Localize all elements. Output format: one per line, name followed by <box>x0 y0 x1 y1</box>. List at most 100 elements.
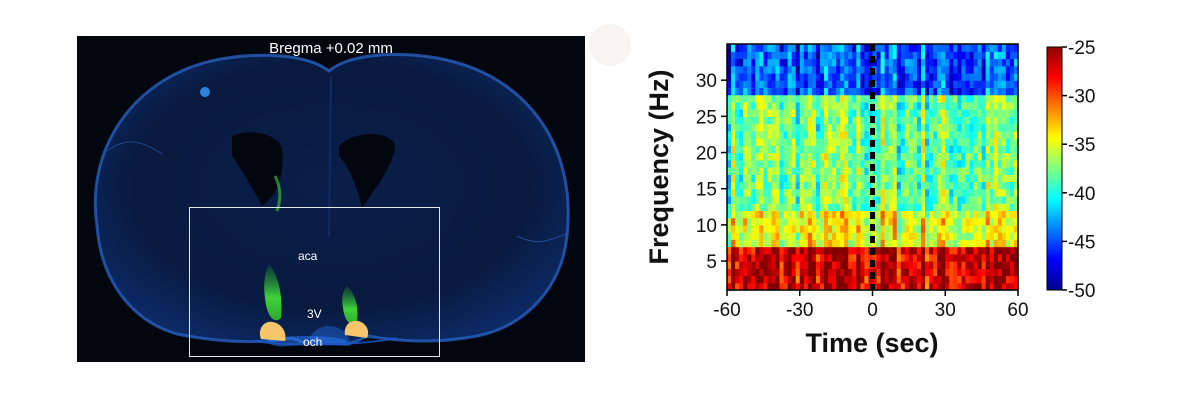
heatmap-cell <box>815 116 821 125</box>
heatmap-cell <box>941 123 946 132</box>
heatmap-cell <box>739 253 744 262</box>
heatmap-cell <box>743 159 748 168</box>
heatmap-cell <box>896 203 902 212</box>
heatmap-cell <box>727 51 732 60</box>
y-tick-label: 25 <box>696 107 717 128</box>
heatmap-cell <box>993 145 999 154</box>
heatmap-cell <box>815 232 821 240</box>
heatmap-cell <box>965 123 971 132</box>
heatmap-cell <box>900 87 906 96</box>
heatmap-cell <box>751 145 756 154</box>
heatmap-cell <box>953 159 958 168</box>
heatmap-cell <box>933 109 938 117</box>
heatmap-cell <box>989 253 995 262</box>
heatmap-cell <box>787 80 793 89</box>
heatmap-cell <box>969 94 975 103</box>
heatmap-cell <box>993 167 999 175</box>
heatmap-cell <box>981 101 987 110</box>
heatmap-cell <box>856 224 861 233</box>
heatmap-cell <box>864 275 870 284</box>
heatmap-cell <box>973 188 979 197</box>
heatmap-cell <box>896 116 902 125</box>
heatmap-cell <box>856 94 861 103</box>
heatmap-cell <box>759 44 764 52</box>
heatmap-cell <box>751 282 756 291</box>
heatmap-cell <box>969 44 975 52</box>
heatmap-cell <box>739 239 744 248</box>
heatmap-cell <box>981 145 987 154</box>
heatmap-cell <box>836 275 841 284</box>
heatmap-cell <box>997 224 1003 233</box>
heatmap-cell <box>775 195 781 204</box>
heatmap-cell <box>997 253 1003 262</box>
heatmap-cell <box>751 268 756 277</box>
heatmap-cell <box>811 130 817 139</box>
heatmap-cell <box>735 203 740 212</box>
heatmap-cell <box>828 239 833 248</box>
heatmap-cell <box>864 72 870 81</box>
heatmap-cell <box>848 268 853 277</box>
heatmap-cell <box>973 282 979 291</box>
heatmap-cell <box>727 268 732 277</box>
heatmap-cell <box>985 174 991 183</box>
heatmap-cell <box>876 80 882 89</box>
heatmap-cell <box>840 145 845 154</box>
heatmap-cell <box>949 58 954 67</box>
heatmap-cell <box>864 239 870 248</box>
heatmap-cell <box>731 210 736 219</box>
heatmap-cell <box>836 167 841 175</box>
heatmap-cell <box>824 116 829 125</box>
heatmap-cell <box>896 94 902 103</box>
heatmap-cell <box>775 145 781 154</box>
heatmap-cell <box>961 195 967 204</box>
heatmap-cell <box>973 181 979 190</box>
heatmap-cell <box>925 246 930 255</box>
heatmap-cell <box>828 145 833 154</box>
heatmap-cell <box>731 167 736 175</box>
heatmap-cell <box>868 145 874 154</box>
heatmap-cell <box>876 232 882 240</box>
heatmap-cell <box>880 239 886 248</box>
heatmap-cell <box>872 159 878 168</box>
heatmap-cell <box>735 44 740 52</box>
heatmap-cell <box>997 80 1003 89</box>
heatmap-cell <box>824 167 829 175</box>
heatmap-cell <box>985 181 991 190</box>
heatmap-cell <box>767 109 773 117</box>
heatmap-cell <box>743 58 748 67</box>
heatmap-cell <box>969 87 975 96</box>
heatmap-cell <box>840 282 845 291</box>
heatmap-cell <box>844 217 849 226</box>
heatmap-cell <box>884 282 890 291</box>
heatmap-cell <box>904 261 910 269</box>
heatmap-cell <box>1013 268 1019 277</box>
heatmap-cell <box>892 181 898 190</box>
heatmap-cell <box>860 181 866 190</box>
heatmap-cell <box>751 51 756 60</box>
heatmap-cell <box>783 72 789 81</box>
heatmap-cell <box>832 246 837 255</box>
heatmap-cell <box>852 232 857 240</box>
heatmap-cell <box>860 72 866 81</box>
heatmap-cell <box>929 174 934 183</box>
heatmap-cell <box>836 152 841 161</box>
heatmap-cell <box>795 275 801 284</box>
heatmap-cell <box>916 44 922 52</box>
heatmap-cell <box>848 72 853 81</box>
heatmap-cell <box>933 123 938 132</box>
heatmap-cell <box>856 109 861 117</box>
heatmap-cell <box>945 109 950 117</box>
heatmap-cell <box>993 116 999 125</box>
heatmap-cell <box>1013 203 1019 212</box>
heatmap-cell <box>1001 261 1007 269</box>
heatmap-cell <box>852 210 857 219</box>
heatmap-cell <box>747 210 752 219</box>
heatmap-cell <box>876 224 882 233</box>
heatmap-cell <box>933 159 938 168</box>
heatmap-cell <box>860 65 866 74</box>
heatmap-cell <box>795 123 801 132</box>
heatmap-cell <box>912 152 918 161</box>
heatmap-cell <box>904 145 910 154</box>
heatmap-cell <box>771 94 777 103</box>
heatmap-cell <box>985 210 991 219</box>
